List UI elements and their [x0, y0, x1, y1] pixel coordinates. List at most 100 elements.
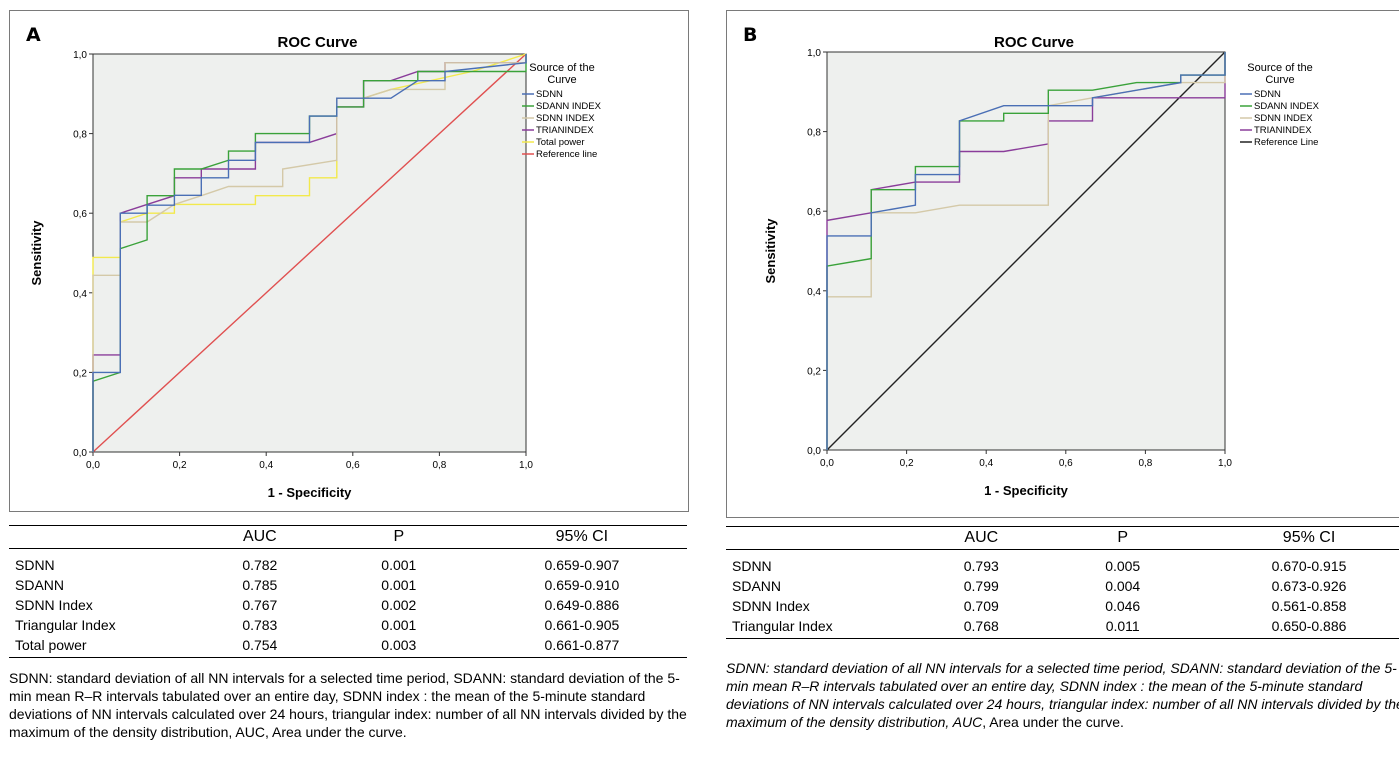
- auc-table-a-cell: 0.001: [381, 617, 417, 633]
- legend-title: Source of the: [1247, 62, 1312, 74]
- y-tick-label: 0,0: [807, 446, 821, 457]
- y-axis-label: Sensitivity: [763, 218, 778, 284]
- auc-table-b-row: SDANN 0.799 0.004 0.673-0.926: [726, 576, 1399, 596]
- x-tick-label: 0,8: [1138, 458, 1152, 469]
- auc-table-a-cell: 0.754: [198, 635, 321, 658]
- x-tick-label: 0,0: [820, 458, 834, 469]
- y-tick-label: 0,0: [73, 448, 87, 459]
- auc-table-b-cell: 0.768: [919, 616, 1044, 639]
- footnote-a: SDNN: standard deviation of all NN inter…: [9, 670, 687, 740]
- auc-table-a-cell: Total power: [9, 635, 199, 658]
- x-tick-label: 0,2: [173, 460, 187, 471]
- auc-table-b-header-cell: [726, 526, 920, 550]
- x-tick-label: 1,0: [1218, 458, 1232, 469]
- auc-table-a-cell: 0.649-0.886: [544, 597, 620, 613]
- series-line: [92, 54, 527, 452]
- legend-entry: SDNN INDEX: [536, 113, 595, 124]
- x-tick-label: 0,6: [346, 460, 360, 471]
- legend-entry: SDNN: [536, 89, 563, 100]
- y-axis-label: Sensitivity: [29, 220, 44, 286]
- auc-table-a-cell: 0.002: [381, 597, 417, 613]
- auc-table-a-cell: 0.783: [242, 617, 278, 633]
- auc-table-b-cell: 0.650-0.886: [1202, 616, 1399, 639]
- auc-table-b-header-cell: P: [1043, 526, 1203, 550]
- x-tick-label: 0,6: [1059, 458, 1073, 469]
- roc-chart-b-frame: B ROC Curve 0,0 0,2 0,4 0,6 0,8 1,0 0,0 0,2 0,4 0,6…: [726, 10, 1399, 518]
- roc-chart-a-frame: A ROC Curve 0,0 0,2 0,4 0,6 0,8 1,0 0,0 0,2 0,4 0,6…: [9, 10, 689, 512]
- auc-table-a-cell: 0.785: [242, 577, 278, 593]
- auc-table-a-cell: 0.782: [242, 557, 278, 573]
- y-tick-label: 1,0: [73, 50, 87, 61]
- y-tick-label: 0,8: [807, 128, 821, 139]
- series-line: [826, 52, 1226, 450]
- footnote-b: SDNN: standard deviation of all NN inter…: [726, 659, 1399, 731]
- auc-table-a-header: AUC P 95% CI: [9, 525, 687, 549]
- auc-table-a-row: SDNN 0.782 0.001 0.659-0.907: [9, 549, 687, 576]
- auc-table-b-cell: SDNN Index: [732, 598, 810, 614]
- legend-entry: Reference line: [536, 149, 597, 160]
- auc-table-a-cell: SDNN: [15, 557, 55, 573]
- auc-table-a-header-cell: [9, 525, 199, 549]
- footnote-b-plain: , Area under the curve.: [982, 714, 1124, 730]
- roc-chart-b: B ROC Curve 0,0 0,2 0,4 0,6 0,8 1,0 0,0 0,2 0,4 0,6…: [743, 24, 1320, 498]
- auc-table-a-row: Triangular Index 0.783 0.001 0.661-0.905: [9, 615, 687, 635]
- auc-table-b-row: SDNN Index 0.709 0.046 0.561-0.858: [726, 596, 1399, 616]
- panel-label: B: [743, 24, 757, 46]
- legend-title: Curve: [547, 74, 576, 86]
- series-line: [826, 51, 1226, 451]
- legend-entry: SDNN INDEX: [1254, 113, 1313, 124]
- y-tick-label: 0,8: [73, 130, 87, 141]
- auc-table-b-header-cell: AUC: [919, 526, 1044, 550]
- legend-title: Source of the: [529, 62, 594, 74]
- x-axis-label: 1 - Specificity: [268, 485, 353, 500]
- auc-table-b-cell: 0.709: [963, 598, 999, 614]
- chart-title: ROC Curve: [277, 34, 357, 51]
- auc-table-b-row: SDNN 0.793 0.005 0.670-0.915: [726, 550, 1399, 577]
- x-tick-label: 0,4: [979, 458, 993, 469]
- auc-table-b-cell: 0.046: [1105, 598, 1141, 614]
- x-tick-label: 0,2: [900, 458, 914, 469]
- legend-entry: Reference Line: [1254, 137, 1318, 148]
- auc-table-a-row: SDNN Index 0.767 0.002 0.649-0.886: [9, 595, 687, 615]
- auc-table-b-cell: 0.561-0.858: [1271, 598, 1347, 614]
- legend-entry: SDNN: [1254, 89, 1281, 100]
- auc-table-b-cell: 0.005: [1105, 558, 1141, 574]
- legend-title: Curve: [1265, 74, 1294, 86]
- auc-table-a-header-cell: AUC: [198, 525, 321, 549]
- y-tick-label: 0,2: [73, 368, 87, 379]
- y-tick-label: 0,2: [807, 366, 821, 377]
- y-tick-label: 0,4: [807, 287, 821, 298]
- auc-table-b-cell: Triangular Index: [726, 616, 920, 639]
- auc-table-a-cell: 0.767: [242, 597, 278, 613]
- auc-table-b-cell: 0.793: [963, 558, 999, 574]
- auc-table-b-cell: 0.799: [963, 578, 999, 594]
- auc-table-b-header: AUC P 95% CI: [726, 526, 1399, 550]
- y-tick-label: 0,4: [73, 289, 87, 300]
- x-axis-label: 1 - Specificity: [984, 483, 1069, 498]
- auc-table-a-cell: 0.003: [320, 635, 477, 658]
- auc-table-a-cell: SDANN: [15, 577, 65, 593]
- auc-table-a-cell: 0.661-0.905: [544, 617, 620, 633]
- legend-entry: SDANN INDEX: [536, 101, 602, 112]
- x-tick-label: 1,0: [519, 460, 533, 471]
- auc-table-b-cell: 0.673-0.926: [1271, 578, 1347, 594]
- series-line: [92, 53, 527, 453]
- auc-table-b-cell: 0.670-0.915: [1271, 558, 1347, 574]
- roc-chart-a: A ROC Curve 0,0 0,2 0,4 0,6 0,8 1,0 0,0 0,2 0,4 0,6…: [26, 24, 602, 500]
- auc-table-b-cell: 0.011: [1043, 616, 1203, 639]
- auc-table-a-row: SDANN 0.785 0.001 0.659-0.910: [9, 575, 687, 595]
- auc-table-a-cell: 0.659-0.907: [544, 557, 620, 573]
- auc-table-a-cell: 0.659-0.910: [544, 577, 620, 593]
- legend-entry: TRIANINDEX: [536, 125, 594, 136]
- legend-entry: TRIANINDEX: [1254, 125, 1312, 136]
- auc-table-b: AUC P 95% CI SDNN 0.793 0.005 0.670-0.915 SDAN…: [726, 526, 1399, 639]
- x-tick-label: 0,0: [86, 460, 100, 471]
- legend-entry: SDANN INDEX: [1254, 101, 1320, 112]
- auc-table-b-header-cell: 95% CI: [1202, 526, 1399, 550]
- auc-table-b-cell: SDNN: [732, 558, 772, 574]
- auc-table-a-cell: Triangular Index: [15, 617, 116, 633]
- auc-table-a-header-cell: P: [320, 525, 477, 549]
- auc-table-b-row: Triangular Index 0.768 0.011 0.650-0.886: [726, 616, 1399, 639]
- x-tick-label: 0,4: [259, 460, 273, 471]
- auc-table-a: AUC P 95% CI SDNN 0.782 0.001 0.659-0.907 SDAN…: [9, 525, 687, 658]
